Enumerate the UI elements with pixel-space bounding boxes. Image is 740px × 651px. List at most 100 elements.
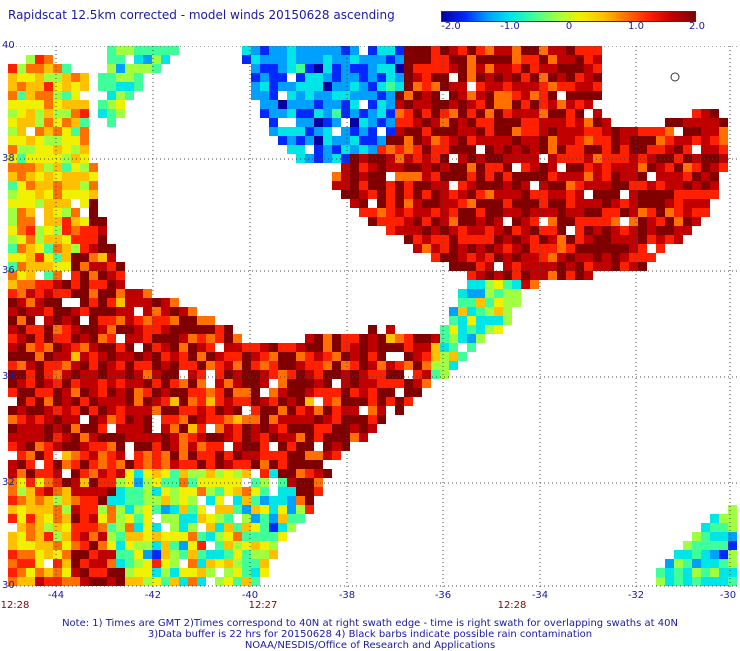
wind-difference-cell [8,235,17,244]
wind-difference-cell [530,109,539,118]
wind-difference-cell [260,91,269,100]
wind-difference-cell [584,253,593,262]
wind-difference-cell [593,73,602,82]
wind-difference-cell [26,208,35,217]
wind-difference-cell [251,514,260,523]
wind-difference-cell [593,208,602,217]
wind-difference-cell [269,91,278,100]
wind-difference-cell [269,523,278,532]
wind-difference-cell [17,235,26,244]
wind-difference-cell [323,73,332,82]
wind-difference-cell [215,433,224,442]
wind-difference-cell [98,280,107,289]
wind-difference-cell [143,577,152,586]
wind-difference-cell [206,352,215,361]
wind-difference-cell [278,496,287,505]
wind-difference-cell [89,487,98,496]
wind-difference-cell [206,460,215,469]
wind-difference-cell [539,91,548,100]
wind-difference-cell [512,271,521,280]
wind-difference-cell [467,91,476,100]
wind-difference-cell [485,100,494,109]
wind-difference-cell [413,361,422,370]
wind-difference-cell [566,82,575,91]
lon-label: -36 [434,590,452,601]
wind-difference-cell [449,325,458,334]
wind-difference-cell [287,514,296,523]
wind-difference-cell [503,154,512,163]
wind-difference-cell [494,82,503,91]
wind-difference-cell [170,46,179,55]
wind-difference-cell [674,199,683,208]
wind-difference-cell [359,397,368,406]
wind-difference-cell [539,208,548,217]
wind-difference-cell [521,136,530,145]
wind-difference-cell [512,46,521,55]
wind-difference-cell [494,91,503,100]
wind-difference-cell [107,370,116,379]
wind-difference-cell [89,514,98,523]
wind-difference-cell [629,181,638,190]
wind-difference-cell [8,505,17,514]
wind-difference-cell [125,298,134,307]
wind-difference-cell [53,136,62,145]
wind-difference-cell [35,334,44,343]
wind-difference-cell [449,100,458,109]
wind-difference-cell [539,82,548,91]
wind-difference-cell [89,433,98,442]
wind-difference-cell [494,181,503,190]
wind-difference-cell [17,433,26,442]
wind-difference-cell [728,541,737,550]
wind-difference-cell [89,397,98,406]
wind-difference-cell [8,136,17,145]
wind-difference-cell [701,199,710,208]
wind-difference-cell [80,172,89,181]
wind-difference-cell [566,64,575,73]
wind-difference-cell [584,217,593,226]
wind-difference-cell [566,253,575,262]
wind-difference-cell [26,451,35,460]
wind-difference-cell [521,46,530,55]
wind-difference-cell [476,91,485,100]
wind-difference-cell [521,253,530,262]
wind-difference-cell [152,298,161,307]
wind-difference-cell [350,352,359,361]
wind-difference-cell [8,82,17,91]
wind-difference-cell [548,253,557,262]
wind-difference-cell [719,568,728,577]
wind-difference-cell [107,388,116,397]
wind-difference-cell [323,91,332,100]
wind-difference-cell [53,271,62,280]
wind-difference-cell [647,190,656,199]
wind-difference-cell [53,523,62,532]
wind-difference-cell [134,424,143,433]
wind-difference-cell [404,352,413,361]
wind-difference-cell [548,262,557,271]
wind-difference-cell [71,145,80,154]
wind-difference-cell [35,289,44,298]
wind-difference-cell [89,505,98,514]
wind-difference-cell [512,217,521,226]
wind-difference-cell [8,352,17,361]
wind-difference-cell [485,127,494,136]
wind-difference-cell [179,316,188,325]
wind-difference-cell [404,343,413,352]
wind-difference-cell [728,577,737,586]
wind-difference-cell [638,253,647,262]
wind-difference-cell [386,64,395,73]
wind-difference-map [8,46,738,588]
wind-difference-cell [152,334,161,343]
wind-difference-cell [323,424,332,433]
wind-difference-cell [287,388,296,397]
wind-difference-cell [458,118,467,127]
wind-difference-cell [17,181,26,190]
wind-difference-cell [143,406,152,415]
wind-difference-cell [80,577,89,586]
wind-difference-cell [341,433,350,442]
wind-difference-cell [539,127,548,136]
wind-difference-cell [17,478,26,487]
wind-difference-cell [449,307,458,316]
wind-difference-cell [611,208,620,217]
wind-difference-cell [116,550,125,559]
wind-difference-cell [116,496,125,505]
